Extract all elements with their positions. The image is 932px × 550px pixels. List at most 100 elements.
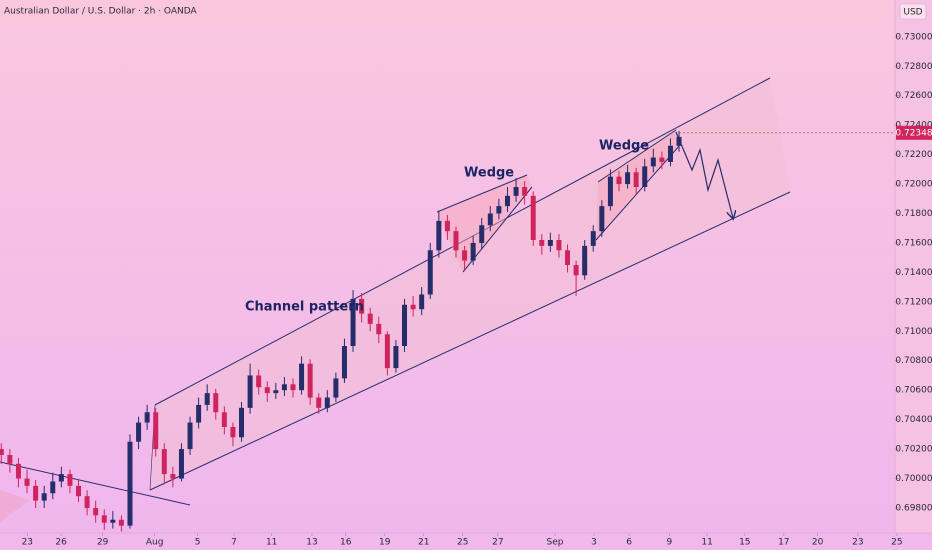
- currency-box: [899, 3, 927, 20]
- x-tick-label: 25: [891, 538, 902, 548]
- candle-body: [582, 245, 588, 276]
- candle-body: [599, 206, 605, 232]
- y-tick-label: 0.71600: [895, 238, 932, 248]
- candle-body: [676, 136, 682, 146]
- candle-body: [470, 242, 476, 261]
- shade: [0, 490, 30, 522]
- x-tick-label: 11: [266, 538, 277, 548]
- y-tick-label: 0.72200: [895, 150, 932, 160]
- wedge-line: [595, 144, 681, 241]
- candle-body: [453, 231, 459, 251]
- candles: [0, 131, 682, 532]
- y-tick-label: 0.71200: [895, 297, 932, 307]
- y-tick-label: 0.71000: [895, 327, 932, 337]
- annotation: Channel pattern: [245, 300, 364, 315]
- candle-body: [642, 166, 648, 187]
- candle-body: [616, 176, 622, 185]
- x-tick-label: 26: [55, 538, 67, 548]
- y-tick-label: 0.71800: [895, 209, 932, 219]
- y-tick-label: 0.72400: [895, 121, 932, 131]
- currency: USD: [903, 8, 922, 18]
- candle-body: [659, 157, 665, 162]
- candle-body: [24, 478, 30, 486]
- x-tick-label: 13: [306, 538, 317, 548]
- y-tick-label: 0.69800: [895, 503, 932, 513]
- candle-body: [633, 172, 639, 187]
- candle-body: [667, 145, 673, 162]
- candle-body: [76, 485, 82, 497]
- candle-body: [67, 474, 73, 486]
- candle-body: [402, 304, 408, 347]
- last-price-box: [896, 125, 932, 140]
- candle-body: [350, 298, 356, 347]
- candle-body: [101, 515, 107, 523]
- y-tick-label: 0.73000: [895, 32, 932, 42]
- candle-body: [462, 250, 468, 261]
- candle-body: [221, 412, 227, 427]
- candle-body: [110, 519, 116, 523]
- candle-body: [522, 186, 528, 196]
- candle-body: [513, 186, 519, 196]
- candle-body: [144, 412, 150, 423]
- annotation: Wedge: [464, 166, 514, 181]
- y-tick-label: 0.72600: [895, 91, 932, 101]
- candle-body: [15, 463, 21, 479]
- candle-body: [196, 404, 202, 423]
- projection-arrow: [675, 131, 733, 218]
- candle-body: [204, 393, 210, 405]
- x-tick-label: 6: [626, 538, 632, 548]
- candle-body: [256, 375, 262, 388]
- x-tick-label: 19: [379, 538, 391, 548]
- candle-body: [341, 346, 347, 379]
- candle-body: [496, 206, 502, 214]
- channel-lower: [149, 191, 791, 491]
- candle-body: [419, 294, 425, 310]
- candle-body: [247, 375, 253, 408]
- candle-body: [316, 397, 322, 408]
- y-tick-label: 0.72000: [895, 180, 932, 190]
- x-tick-label: 11: [701, 538, 712, 548]
- y-tick-label: 0.70600: [895, 386, 932, 396]
- wedge-line: [597, 129, 677, 183]
- x-tick-label: 23: [852, 538, 863, 548]
- candle-body: [573, 265, 579, 276]
- candle-body: [436, 220, 442, 251]
- candle-body: [0, 449, 4, 455]
- candle-body: [376, 323, 382, 335]
- candle-body: [290, 384, 296, 391]
- wedge-line: [436, 174, 528, 213]
- price-axis: [895, 0, 932, 533]
- candle-body: [84, 496, 90, 508]
- x-tick-label: 16: [340, 538, 352, 548]
- candle-body: [625, 172, 631, 185]
- candle-body: [178, 449, 184, 479]
- candle-body: [58, 474, 64, 482]
- y-tick-label: 0.72800: [895, 62, 932, 72]
- candle-body: [427, 250, 433, 295]
- y-tick-label: 0.70800: [895, 356, 932, 366]
- x-tick-label: 17: [778, 538, 789, 548]
- candle-body: [650, 157, 656, 167]
- x-tick-label: 15: [739, 538, 750, 548]
- candle-body: [127, 441, 133, 526]
- candle-body: [273, 390, 279, 394]
- candle-body: [530, 195, 536, 240]
- candle-body: [118, 519, 124, 526]
- y-tick-label: 0.70000: [895, 474, 932, 484]
- chart-title: Australian Dollar / U.S. Dollar · 2h · O…: [4, 7, 197, 17]
- x-tick-label: 21: [418, 538, 429, 548]
- x-tick-label: 7: [231, 538, 237, 548]
- candle-body: [153, 412, 159, 450]
- candle-body: [547, 239, 553, 246]
- y-tick-label: 0.70200: [895, 445, 932, 455]
- candle-body: [187, 422, 193, 450]
- y-tick-label: 0.70400: [895, 415, 932, 425]
- candle-body: [444, 220, 450, 232]
- candle-body: [281, 384, 287, 391]
- candle-body: [213, 393, 219, 413]
- candle-body: [504, 195, 510, 207]
- candle-body: [170, 474, 176, 479]
- candle-body: [487, 213, 493, 226]
- annotation: Wedge: [599, 139, 649, 154]
